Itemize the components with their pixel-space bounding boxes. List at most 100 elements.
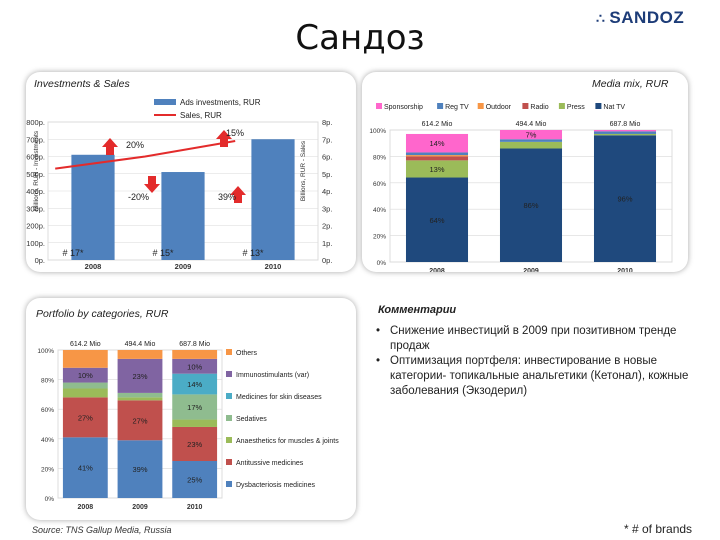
stack-segment bbox=[405, 155, 469, 157]
stack-segment bbox=[117, 440, 163, 498]
y-tick-left: 200р. bbox=[26, 222, 45, 231]
comment-text: Оптимизация портфеля: инвестирование в н… bbox=[390, 355, 689, 397]
y-tick-left: 600р. bbox=[26, 153, 45, 162]
legend-swatch bbox=[226, 459, 232, 465]
sandoz-logo-icon: ∴ bbox=[596, 10, 606, 26]
legend-swatch bbox=[226, 481, 232, 487]
total-label: 687.8 Mio bbox=[179, 341, 210, 348]
y-tick-left: 300р. bbox=[26, 204, 45, 213]
y-tick: 40% bbox=[41, 437, 54, 444]
y-tick: 80% bbox=[41, 378, 54, 385]
investments-sales-chart: 0р. 100р. 200р. 300р. 400р. 500р. 600р. 700р. 80… bbox=[26, 98, 332, 271]
legend-label: Sedatives bbox=[236, 416, 267, 423]
y-tick-left: 400р. bbox=[26, 187, 45, 196]
arrow-down-icon bbox=[144, 176, 160, 193]
stack-segment bbox=[62, 437, 108, 498]
legend-label: Others bbox=[236, 350, 258, 357]
segment-label: 17% bbox=[187, 403, 202, 412]
y-tick: 20% bbox=[41, 466, 54, 473]
y-tick: 40% bbox=[373, 207, 386, 214]
legend-swatch-investments bbox=[154, 99, 176, 105]
stack-segment bbox=[405, 160, 469, 178]
x-tick-label: 2008 bbox=[85, 262, 102, 271]
comment-text: Снижение инвестиций в 2009 при позитивно… bbox=[390, 325, 677, 352]
annotation-investment-change: 39% bbox=[218, 192, 236, 202]
y-tick: 60% bbox=[41, 407, 54, 414]
investments-sales-title: Investments & Sales bbox=[34, 78, 130, 90]
legend-swatch bbox=[226, 371, 232, 377]
segment-label: 64% bbox=[429, 216, 444, 225]
legend-swatch bbox=[558, 103, 565, 109]
legend-label: Nat TV bbox=[603, 104, 625, 111]
stack-segment bbox=[172, 426, 218, 461]
stack-segment bbox=[172, 394, 218, 420]
legend-swatch bbox=[376, 103, 382, 109]
y-tick-left: 500р. bbox=[26, 170, 45, 179]
legend-label: Sponsorship bbox=[384, 104, 423, 111]
stack-segment bbox=[405, 133, 469, 153]
x-tick-label: 2008 bbox=[78, 504, 94, 511]
y-tick: 100% bbox=[37, 348, 54, 355]
legend-swatch bbox=[595, 103, 602, 109]
stack-segment bbox=[499, 130, 563, 140]
x-tick-label: 2010 bbox=[617, 268, 633, 272]
stack-segment bbox=[62, 397, 108, 438]
y-tick: 80% bbox=[373, 154, 386, 161]
legend-label: Immunostimulants (var) bbox=[236, 372, 309, 379]
legend-label: Anaesthetics for muscles & joints bbox=[236, 438, 339, 445]
brand-count-label: # 15* bbox=[152, 248, 174, 258]
x-tick-label: 2009 bbox=[523, 268, 539, 272]
segment-label: 13% bbox=[429, 165, 444, 174]
stack-segment bbox=[405, 177, 469, 262]
total-label: 494.4 Mio bbox=[516, 121, 547, 128]
comments-title: Комментарии bbox=[378, 304, 457, 316]
portfolio-title: Portfolio by categories, RUR bbox=[36, 308, 169, 320]
y-tick-right: 6р. bbox=[322, 153, 332, 162]
legend-label-investments: Ads investments, RUR bbox=[180, 98, 261, 107]
segment-label: 10% bbox=[78, 371, 93, 380]
stack-segment bbox=[117, 392, 163, 398]
stack-segment bbox=[117, 358, 163, 393]
segment-label: 10% bbox=[187, 362, 202, 371]
footnote: * # of brands bbox=[624, 522, 693, 536]
arrow-up-icon bbox=[216, 130, 232, 147]
x-tick-label: 2010 bbox=[265, 262, 282, 271]
y-tick-right: 3р. bbox=[322, 204, 332, 213]
stack-segment bbox=[172, 358, 218, 374]
segment-label: 7% bbox=[526, 131, 537, 140]
stack-segment bbox=[172, 461, 218, 498]
legend-swatch bbox=[522, 103, 529, 109]
stack-segment bbox=[405, 156, 469, 161]
legend-swatch bbox=[226, 393, 232, 399]
y-tick-right: 5р. bbox=[322, 170, 332, 179]
legend-label: Press bbox=[567, 104, 585, 111]
stack-segment bbox=[62, 388, 108, 398]
legend-label-sales: Sales, RUR bbox=[180, 111, 222, 120]
comment-item: • Оптимизация портфеля: инвестирование в … bbox=[376, 354, 702, 399]
stack-segment bbox=[62, 382, 108, 389]
brand-count-label: # 13* bbox=[242, 248, 264, 258]
x-tick-label: 2008 bbox=[429, 268, 445, 272]
segment-label: 14% bbox=[429, 139, 444, 148]
y-tick: 0% bbox=[45, 496, 55, 503]
y-tick-right: 7р. bbox=[322, 135, 332, 144]
legend-label: Dysbacteriosis medicines bbox=[236, 482, 315, 489]
legend-swatch bbox=[437, 103, 444, 109]
sales-line bbox=[55, 139, 236, 170]
page-title: Сандоз bbox=[295, 18, 425, 58]
stack-segment bbox=[172, 419, 218, 427]
stack-segment bbox=[593, 131, 657, 134]
x-tick-label: 2009 bbox=[132, 504, 148, 511]
y-tick-left: 700р. bbox=[26, 135, 45, 144]
investment-bar bbox=[161, 172, 205, 260]
legend-label: Radio bbox=[530, 104, 548, 111]
media-mix-title: Media mix, RUR bbox=[592, 78, 669, 90]
stack-segment bbox=[593, 135, 657, 262]
annotation-sales-growth: 15% bbox=[226, 128, 244, 138]
legend-swatch bbox=[477, 103, 484, 109]
source-note: Source: TNS Gallup Media, Russia bbox=[32, 525, 172, 535]
y-axis-right-label: Billions, RUR - Sales bbox=[300, 140, 307, 201]
segment-label: 14% bbox=[187, 380, 202, 389]
comments-list: • Снижение инвестиций в 2009 при позитивн… bbox=[376, 324, 702, 399]
y-tick-right: 4р. bbox=[322, 187, 332, 196]
